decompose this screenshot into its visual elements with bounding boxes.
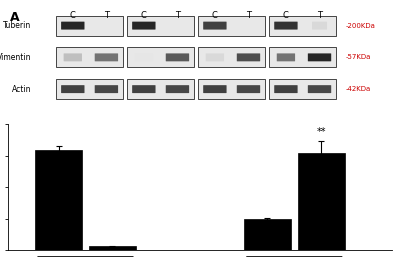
FancyBboxPatch shape	[308, 85, 331, 93]
FancyBboxPatch shape	[237, 85, 260, 93]
Bar	[127, 79, 194, 99]
Text: Vimentin: Vimentin	[0, 53, 31, 62]
FancyBboxPatch shape	[274, 22, 298, 30]
Text: T: T	[104, 11, 109, 20]
Text: C: C	[212, 11, 218, 20]
Bar	[56, 47, 123, 67]
Text: Tuberin: Tuberin	[3, 21, 31, 30]
FancyBboxPatch shape	[274, 85, 298, 93]
Bar	[198, 16, 265, 36]
FancyBboxPatch shape	[312, 22, 327, 30]
FancyBboxPatch shape	[237, 53, 260, 61]
Bar	[56, 16, 123, 36]
FancyBboxPatch shape	[132, 85, 156, 93]
Bar	[56, 79, 123, 99]
FancyBboxPatch shape	[64, 53, 82, 61]
Text: T: T	[246, 11, 251, 20]
FancyBboxPatch shape	[203, 22, 226, 30]
FancyBboxPatch shape	[277, 53, 295, 61]
Bar	[127, 47, 194, 67]
Text: -42KDa: -42KDa	[346, 86, 371, 92]
Text: -57KDa: -57KDa	[346, 54, 371, 60]
Bar	[298, 154, 345, 250]
Bar	[269, 16, 336, 36]
FancyBboxPatch shape	[95, 53, 118, 61]
Bar	[35, 150, 82, 250]
FancyBboxPatch shape	[61, 85, 84, 93]
Bar	[269, 79, 336, 99]
Bar	[89, 246, 136, 250]
FancyBboxPatch shape	[166, 85, 189, 93]
Bar	[198, 79, 265, 99]
Text: T: T	[317, 11, 322, 20]
Text: C: C	[283, 11, 289, 20]
Text: **: **	[316, 127, 326, 137]
FancyBboxPatch shape	[166, 53, 189, 61]
Bar	[198, 47, 265, 67]
Text: C: C	[141, 11, 147, 20]
FancyBboxPatch shape	[61, 22, 84, 30]
Text: T: T	[175, 11, 180, 20]
FancyBboxPatch shape	[135, 53, 153, 61]
Text: A: A	[10, 11, 20, 24]
Bar	[269, 47, 336, 67]
Bar	[244, 219, 291, 250]
FancyBboxPatch shape	[95, 85, 118, 93]
FancyBboxPatch shape	[206, 53, 224, 61]
FancyBboxPatch shape	[203, 85, 226, 93]
FancyBboxPatch shape	[308, 53, 331, 61]
Text: Actin: Actin	[12, 85, 31, 94]
Bar	[127, 16, 194, 36]
FancyBboxPatch shape	[132, 22, 156, 30]
Text: C: C	[70, 11, 76, 20]
Text: -200KDa: -200KDa	[346, 23, 376, 29]
